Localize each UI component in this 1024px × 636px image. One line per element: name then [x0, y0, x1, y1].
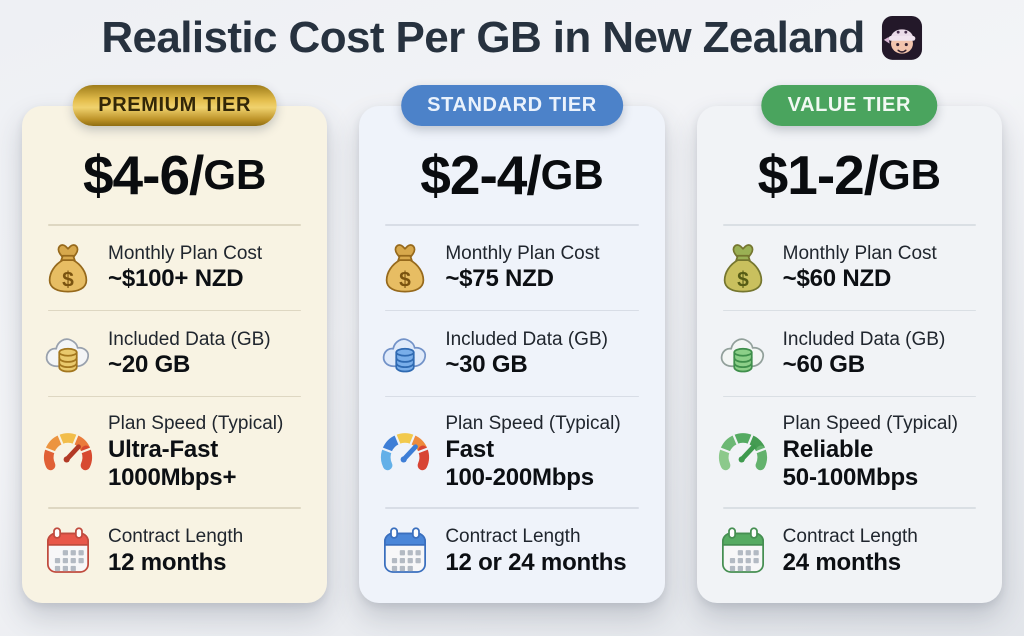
row-value: ~$100+ NZD	[108, 265, 244, 293]
calendar-icon	[715, 523, 771, 579]
row-text: Included Data (GB) ~30 GB	[445, 328, 608, 380]
cloud-data-icon	[377, 326, 433, 382]
divider	[385, 507, 639, 509]
row-value: Fast	[445, 435, 494, 463]
calendar-icon	[377, 523, 433, 579]
divider	[48, 309, 302, 312]
standard-tier-card: STANDARD TIER $2-4/GB $ Monthly Plan Cos…	[359, 85, 665, 603]
money-bag-icon: $	[40, 240, 96, 296]
row-text: Monthly Plan Cost ~$75 NZD	[445, 242, 599, 294]
row-text: Contract Length 12 or 24 months	[445, 525, 626, 577]
row-label: Contract Length	[782, 525, 918, 547]
divider	[722, 395, 976, 398]
svg-text:$: $	[62, 268, 74, 291]
row-value: ~30 GB	[445, 351, 528, 379]
row-label: Monthly Plan Cost	[108, 242, 263, 264]
row-text: Included Data (GB) ~60 GB	[783, 328, 946, 380]
divider	[385, 224, 639, 226]
price-per-gb: $1-2/GB	[757, 144, 942, 206]
included-data-row: Included Data (GB) ~20 GB	[38, 311, 311, 395]
row-value: 100-200Mbps	[445, 464, 594, 492]
premium-tier-badge: PREMIUM TIER	[72, 85, 278, 126]
row-label: Plan Speed (Typical)	[782, 413, 958, 434]
premium-tier-card: PREMIUM TIER $4-6/GB $ Monthly Plan Cost…	[22, 85, 328, 603]
monthly-cost-row: $ Monthly Plan Cost ~$60 NZD	[713, 226, 986, 310]
header: Realistic Cost Per GB in New Zealand	[0, 0, 1024, 66]
included-data-row: Included Data (GB) ~30 GB	[375, 311, 648, 395]
price-per-gb: $4-6/GB	[82, 144, 267, 206]
money-bag-icon: $	[715, 240, 771, 296]
row-label: Plan Speed (Typical)	[108, 413, 284, 434]
speed-gauge-icon	[715, 424, 771, 480]
row-label: Included Data (GB)	[782, 328, 946, 350]
row-value: 50-100Mbps	[782, 464, 919, 492]
row-value: 24 months	[782, 548, 901, 576]
calendar-icon	[40, 523, 96, 579]
row-value: Ultra-Fast	[108, 435, 219, 463]
money-bag-icon: $	[377, 240, 433, 296]
row-value: ~20 GB	[108, 351, 191, 379]
value-tier-badge: VALUE TIER	[761, 85, 938, 126]
row-value: ~60 GB	[782, 351, 865, 379]
row-text: Monthly Plan Cost ~$100+ NZD	[108, 242, 262, 294]
divider	[385, 309, 639, 312]
price-per-gb: $2-4/GB	[420, 144, 604, 206]
row-text: Monthly Plan Cost ~$60 NZD	[783, 242, 937, 294]
row-label: Included Data (GB)	[445, 328, 608, 350]
standard-tier-badge: STANDARD TIER	[401, 85, 623, 126]
speed-gauge-icon	[377, 424, 433, 480]
svg-text:$: $	[399, 268, 411, 291]
monthly-cost-row: $ Monthly Plan Cost ~$100+ NZD	[38, 226, 311, 310]
cloud-data-icon	[40, 326, 96, 382]
row-label: Monthly Plan Cost	[445, 242, 600, 264]
row-text: Plan Speed (Typical) Reliable 50-100Mbps	[783, 412, 958, 492]
monthly-cost-row: $ Monthly Plan Cost ~$75 NZD	[375, 226, 648, 310]
row-label: Contract Length	[108, 525, 244, 547]
divider	[48, 224, 302, 226]
divider	[385, 395, 639, 398]
plan-speed-row: Plan Speed (Typical) Fast 100-200Mbps	[375, 397, 648, 507]
divider	[48, 507, 302, 509]
tier-cards: PREMIUM TIER $4-6/GB $ Monthly Plan Cost…	[0, 85, 1024, 603]
svg-text:$: $	[737, 268, 749, 291]
row-value: ~$75 NZD	[445, 265, 554, 293]
row-text: Plan Speed (Typical) Fast 100-200Mbps	[445, 412, 620, 492]
speed-gauge-icon	[40, 424, 96, 480]
row-value: 12 or 24 months	[445, 548, 627, 576]
page-title: Realistic Cost Per GB in New Zealand	[101, 13, 865, 62]
row-value: 1000Mbps+	[108, 464, 237, 492]
row-value: 12 months	[108, 548, 227, 576]
row-text: Included Data (GB) ~20 GB	[108, 328, 271, 380]
row-text: Contract Length 24 months	[783, 525, 918, 577]
contract-length-row: Contract Length 12 or 24 months	[375, 509, 648, 593]
contract-length-row: Contract Length 12 months	[38, 509, 311, 593]
row-label: Plan Speed (Typical)	[445, 413, 621, 434]
plan-speed-row: Plan Speed (Typical) Reliable 50-100Mbps	[713, 397, 986, 507]
cloud-data-icon	[715, 326, 771, 382]
row-value: Reliable	[782, 435, 874, 463]
divider	[722, 507, 976, 509]
value-tier-card: VALUE TIER $1-2/GB $ Monthly Plan Cost ~…	[696, 85, 1002, 603]
included-data-row: Included Data (GB) ~60 GB	[713, 311, 986, 395]
divider	[722, 309, 976, 312]
row-label: Contract Length	[445, 525, 581, 547]
creator-avatar-icon	[881, 15, 923, 61]
plan-speed-row: Plan Speed (Typical) Ultra-Fast 1000Mbps…	[38, 397, 311, 507]
row-value: ~$60 NZD	[782, 265, 892, 293]
row-text: Contract Length 12 months	[108, 525, 243, 577]
contract-length-row: Contract Length 24 months	[713, 509, 986, 593]
row-text: Plan Speed (Typical) Ultra-Fast 1000Mbps…	[108, 412, 283, 492]
row-label: Monthly Plan Cost	[782, 242, 937, 264]
row-label: Included Data (GB)	[108, 328, 271, 350]
divider	[48, 395, 302, 398]
divider	[722, 224, 976, 226]
